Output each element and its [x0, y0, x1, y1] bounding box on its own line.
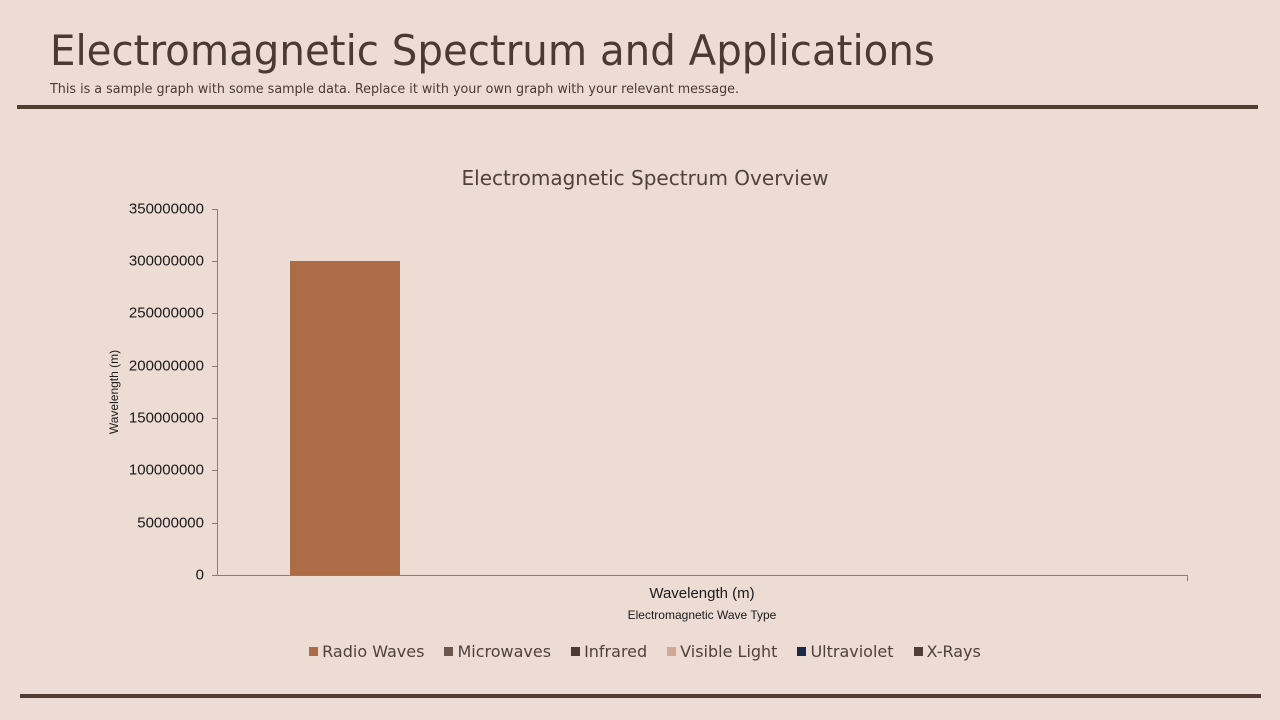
- y-axis-line: [217, 209, 218, 576]
- legend-label: Radio Waves: [322, 642, 425, 661]
- y-tick-label: 100000000: [128, 461, 204, 479]
- y-tick-mark: [212, 418, 218, 419]
- legend-swatch: [571, 647, 581, 656]
- y-tick-mark: [212, 523, 218, 524]
- legend-item-ultraviolet: Ultraviolet: [797, 642, 894, 661]
- legend-swatch: [797, 647, 807, 656]
- bar-radio-waves: [290, 261, 400, 575]
- legend-label: Visible Light: [680, 642, 778, 661]
- y-tick-label: 350000000: [128, 200, 204, 218]
- chart-title: Electromagnetic Spectrum Overview: [461, 166, 829, 190]
- y-tick-mark: [212, 261, 218, 262]
- legend-swatch: [913, 647, 923, 656]
- chart-legend: Radio Waves Microwaves Infrared Visible …: [0, 642, 1280, 661]
- y-tick-mark: [212, 470, 218, 471]
- y-tick-label: 150000000: [128, 409, 204, 427]
- page-subtitle: This is a sample graph with some sample …: [50, 82, 740, 97]
- y-tick-label: 250000000: [128, 304, 204, 322]
- legend-item-microwaves: Microwaves: [444, 642, 551, 661]
- footer-divider: [20, 694, 1261, 698]
- legend-item-x-rays: X-Rays: [913, 642, 981, 661]
- legend-item-radio-waves: Radio Waves: [309, 642, 424, 661]
- y-tick-mark: [212, 313, 218, 314]
- legend-label: Ultraviolet: [810, 642, 894, 661]
- y-axis-title: Wavelength (m): [107, 349, 121, 435]
- header-divider: [17, 105, 1258, 109]
- legend-swatch: [309, 647, 319, 656]
- x-axis-title: Electromagnetic Wave Type: [627, 608, 777, 622]
- y-tick-label: 300000000: [128, 252, 204, 270]
- legend-item-infrared: Infrared: [571, 642, 647, 661]
- y-tick-label: 200000000: [128, 357, 204, 375]
- legend-swatch: [444, 647, 454, 656]
- legend-swatch: [667, 647, 677, 656]
- legend-item-visible-light: Visible Light: [667, 642, 777, 661]
- page-title: Electromagnetic Spectrum and Application…: [50, 26, 935, 75]
- y-tick-mark: [212, 366, 218, 367]
- y-tick-mark: [212, 209, 218, 210]
- x-tick-mark: [1187, 575, 1188, 581]
- y-tick-label: 0: [195, 566, 204, 584]
- legend-label: Microwaves: [457, 642, 552, 661]
- x-axis-line: [217, 575, 1187, 576]
- legend-label: X-Rays: [926, 642, 981, 661]
- y-tick-label: 50000000: [137, 514, 204, 532]
- legend-label: Infrared: [584, 642, 648, 661]
- x-category-label: Wavelength (m): [649, 585, 755, 602]
- y-tick-mark: [212, 575, 218, 576]
